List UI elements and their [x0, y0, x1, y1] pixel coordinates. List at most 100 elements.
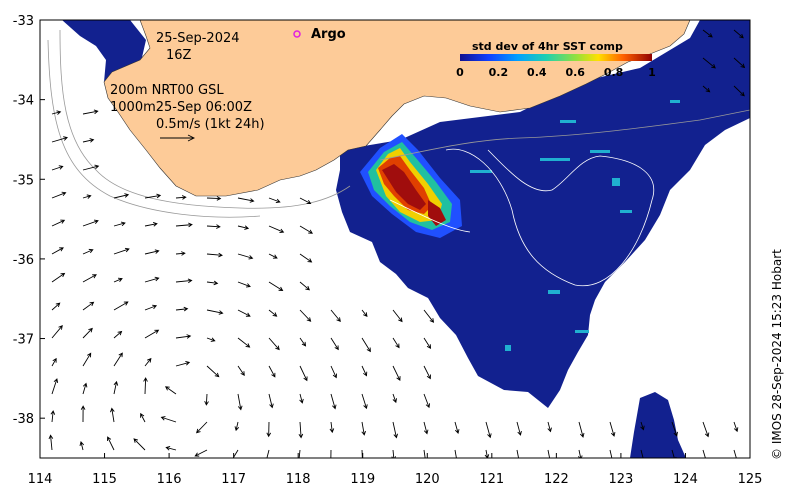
x-tick-label: 120	[415, 472, 440, 487]
current-arrow-icon	[702, 85, 711, 93]
current-arrow-icon	[175, 306, 189, 312]
y-tick-label: -38	[13, 412, 34, 427]
current-arrow-icon	[206, 252, 223, 258]
current-arrow-icon	[733, 421, 739, 433]
current-arrow-icon	[144, 193, 162, 199]
current-arrow-icon	[144, 357, 152, 367]
current-arrow-icon	[107, 436, 115, 451]
current-arrow-icon	[268, 197, 281, 204]
current-arrow-icon	[298, 421, 304, 439]
current-arrow-icon	[51, 357, 57, 367]
current-arrow-icon	[423, 365, 431, 380]
sst-field-south	[630, 392, 686, 458]
current-arrow-icon	[113, 352, 123, 367]
scale-label: 0.5m/s (1kt 24h)	[156, 117, 265, 132]
current-arrow-icon	[237, 225, 250, 230]
y-tick-label: -34	[13, 94, 34, 109]
credit-label: © IMOS 28-Sep-2024 15:23 Hobart	[770, 249, 784, 460]
current-arrow-icon	[164, 386, 177, 395]
time-label: 16Z	[166, 48, 192, 63]
sst-front-contours	[389, 148, 654, 287]
current-arrow-icon	[175, 222, 193, 228]
current-arrow-icon	[82, 109, 99, 115]
current-arrow-icon	[144, 329, 160, 339]
current-arrow-icon	[113, 193, 130, 199]
x-tick-label: 121	[479, 472, 504, 487]
x-tick-label: 118	[286, 472, 311, 487]
x-tick-label: 119	[350, 472, 375, 487]
x-tick-label: 114	[28, 472, 53, 487]
current-arrow-icon	[266, 421, 272, 438]
current-arrow-icon	[206, 196, 222, 201]
current-arrow-icon	[299, 197, 312, 205]
current-arrow-icon	[175, 334, 192, 339]
sst-hotspot	[360, 134, 462, 238]
current-arrow-icon	[361, 421, 366, 436]
current-arrow-icon	[51, 191, 67, 199]
x-tick-label: 123	[608, 472, 633, 487]
current-arrow-icon	[80, 405, 86, 423]
colorbar	[460, 54, 652, 61]
current-arrow-icon	[268, 365, 276, 378]
current-arrow-icon	[48, 434, 54, 451]
current-arrow-icon	[175, 195, 187, 200]
current-arrow-icon	[113, 301, 129, 311]
current-arrow-icon	[113, 330, 123, 339]
current-arrow-icon	[733, 85, 745, 97]
y-tick-label: -37	[13, 333, 34, 348]
current-arrow-icon	[299, 365, 308, 382]
x-tick-label: 116	[157, 472, 182, 487]
current-arrow-icon	[82, 301, 95, 311]
y-tick-label: -35	[13, 173, 34, 188]
y-axis: -33 -34 -35 -36 -37 -38	[13, 14, 45, 427]
current-arrow-icon	[82, 164, 100, 171]
current-arrow-icon	[50, 410, 56, 423]
current-arrow-icon	[640, 421, 645, 431]
current-arrow-icon	[206, 309, 224, 315]
current-arrow-icon	[485, 421, 492, 439]
bathymetry-contours	[47, 29, 750, 218]
x-tick-label: 115	[92, 472, 117, 487]
colorbar-tick-label: 0	[456, 66, 464, 79]
colorbar-tick-label: 0.2	[489, 66, 509, 79]
current-arrow-icon	[268, 253, 278, 259]
current-arrow-icon	[140, 412, 146, 423]
current-arrow-icon	[144, 276, 160, 283]
current-arrow-icon	[299, 309, 312, 322]
current-arrow-icon	[237, 365, 245, 376]
current-arrow-icon	[361, 365, 368, 377]
colorbar-tick-label: 0.6	[565, 66, 585, 79]
current-arrow-icon	[609, 449, 613, 458]
current-arrow-icon	[51, 378, 59, 395]
current-arrow-icon	[330, 365, 338, 379]
current-arrow-icon	[454, 421, 460, 435]
current-arrow-icon	[113, 277, 123, 283]
current-arrow-icon	[113, 380, 119, 395]
depth-label-2: 1000m25-Sep 06:00Z	[110, 100, 252, 115]
current-arrow-icon	[82, 352, 92, 367]
current-arrow-icon	[51, 165, 64, 171]
current-arrow-icon	[268, 225, 285, 234]
plot-frame	[39, 19, 751, 459]
x-tick-label: 125	[738, 472, 763, 487]
current-arrow-icon	[165, 446, 177, 451]
current-arrow-icon	[671, 449, 677, 458]
date-label: 25-Sep-2024	[156, 31, 240, 46]
current-arrow-icon	[299, 281, 311, 291]
current-arrow-icon	[299, 393, 304, 404]
current-arrow-icon	[51, 325, 63, 339]
current-arrow-icon	[609, 421, 616, 437]
current-arrow-icon	[51, 136, 69, 143]
current-arrow-icon	[82, 219, 99, 227]
sst-field-east	[336, 20, 750, 408]
current-arrow-icon	[268, 281, 284, 291]
current-arrow-icon	[361, 309, 368, 318]
current-arrow-icon	[82, 194, 92, 199]
current-arrow-icon	[330, 393, 337, 410]
current-arrow-icon	[423, 393, 431, 409]
colorbar-title: std dev of 4hr SST comp	[472, 40, 623, 53]
colorbar-tick-label: 0.4	[527, 66, 547, 79]
current-arrow-icon	[234, 421, 240, 432]
x-tick-label: 124	[673, 472, 698, 487]
